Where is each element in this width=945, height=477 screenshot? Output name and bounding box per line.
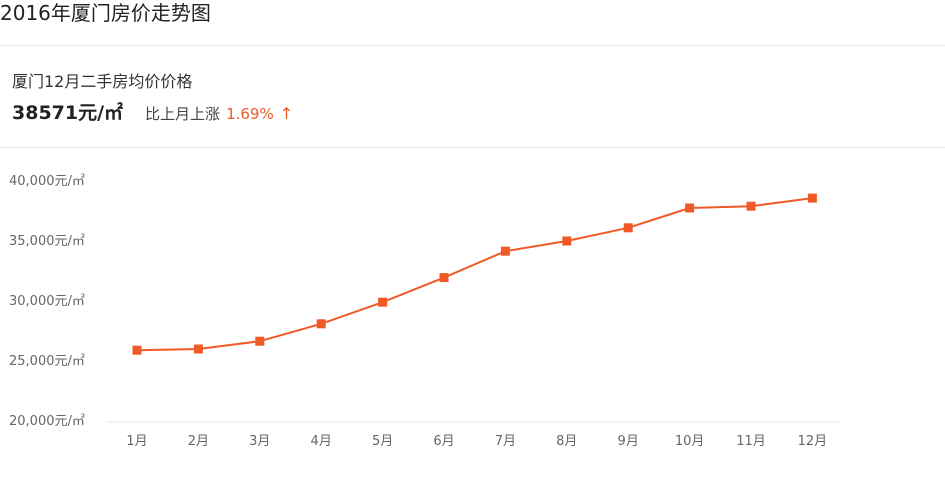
x-tick-label: 7月 bbox=[495, 434, 516, 449]
y-tick-label: 30,000元/㎡ bbox=[9, 294, 85, 309]
data-point[interactable] bbox=[316, 319, 326, 329]
data-point[interactable] bbox=[255, 336, 265, 346]
page-title: 2016年厦门房价走势图 bbox=[0, 1, 211, 25]
series-line bbox=[136, 197, 813, 352]
y-tick-label: 35,000元/㎡ bbox=[9, 234, 85, 249]
data-point[interactable] bbox=[807, 193, 817, 203]
header-divider bbox=[0, 45, 945, 46]
arrow-up-icon: ↑ bbox=[279, 104, 294, 123]
y-axis: 40,000元/㎡ 35,000元/㎡ 30,000元/㎡ 25,000元/㎡ 20,0… bbox=[9, 174, 85, 429]
data-point[interactable] bbox=[439, 273, 449, 283]
x-tick-label: 11月 bbox=[736, 434, 766, 449]
data-point[interactable] bbox=[500, 246, 510, 256]
x-axis: 1月 2月 3月 4月 5月 6月 7月 8月 9月 10月 11月 12月 bbox=[126, 434, 827, 449]
data-point[interactable] bbox=[378, 297, 388, 307]
x-tick-label: 8月 bbox=[556, 434, 577, 449]
data-point[interactable] bbox=[623, 223, 633, 233]
x-tick-label: 12月 bbox=[798, 434, 828, 449]
x-tick-label: 6月 bbox=[433, 434, 454, 449]
data-points bbox=[132, 193, 817, 355]
y-tick-label: 40,000元/㎡ bbox=[9, 174, 85, 189]
change-value: 1.69% bbox=[226, 105, 274, 123]
x-tick-label: 1月 bbox=[126, 434, 147, 449]
summary-divider bbox=[0, 147, 945, 148]
data-point[interactable] bbox=[132, 345, 142, 355]
y-tick-label: 25,000元/㎡ bbox=[9, 354, 85, 369]
data-point[interactable] bbox=[746, 201, 756, 211]
y-tick-label: 20,000元/㎡ bbox=[9, 414, 85, 429]
data-point[interactable] bbox=[562, 236, 572, 246]
price-subtitle: 厦门12月二手房均价价格 bbox=[12, 72, 193, 91]
x-tick-label: 3月 bbox=[249, 434, 270, 449]
x-tick-label: 9月 bbox=[618, 434, 639, 449]
price-trend-chart: 40,000元/㎡ 35,000元/㎡ 30,000元/㎡ 25,000元/㎡ 20,0… bbox=[9, 174, 840, 449]
x-tick-label: 10月 bbox=[675, 434, 705, 449]
change-label: 比上月上涨 bbox=[145, 105, 221, 123]
data-point[interactable] bbox=[193, 344, 203, 354]
data-point[interactable] bbox=[685, 203, 695, 213]
price-summary: 38571元/㎡ 比上月上涨 1.69% ↑ bbox=[12, 98, 293, 130]
average-price: 38571元/㎡ bbox=[12, 102, 124, 124]
x-tick-label: 5月 bbox=[372, 434, 393, 449]
x-tick-label: 4月 bbox=[311, 434, 332, 449]
x-tick-label: 2月 bbox=[188, 434, 209, 449]
